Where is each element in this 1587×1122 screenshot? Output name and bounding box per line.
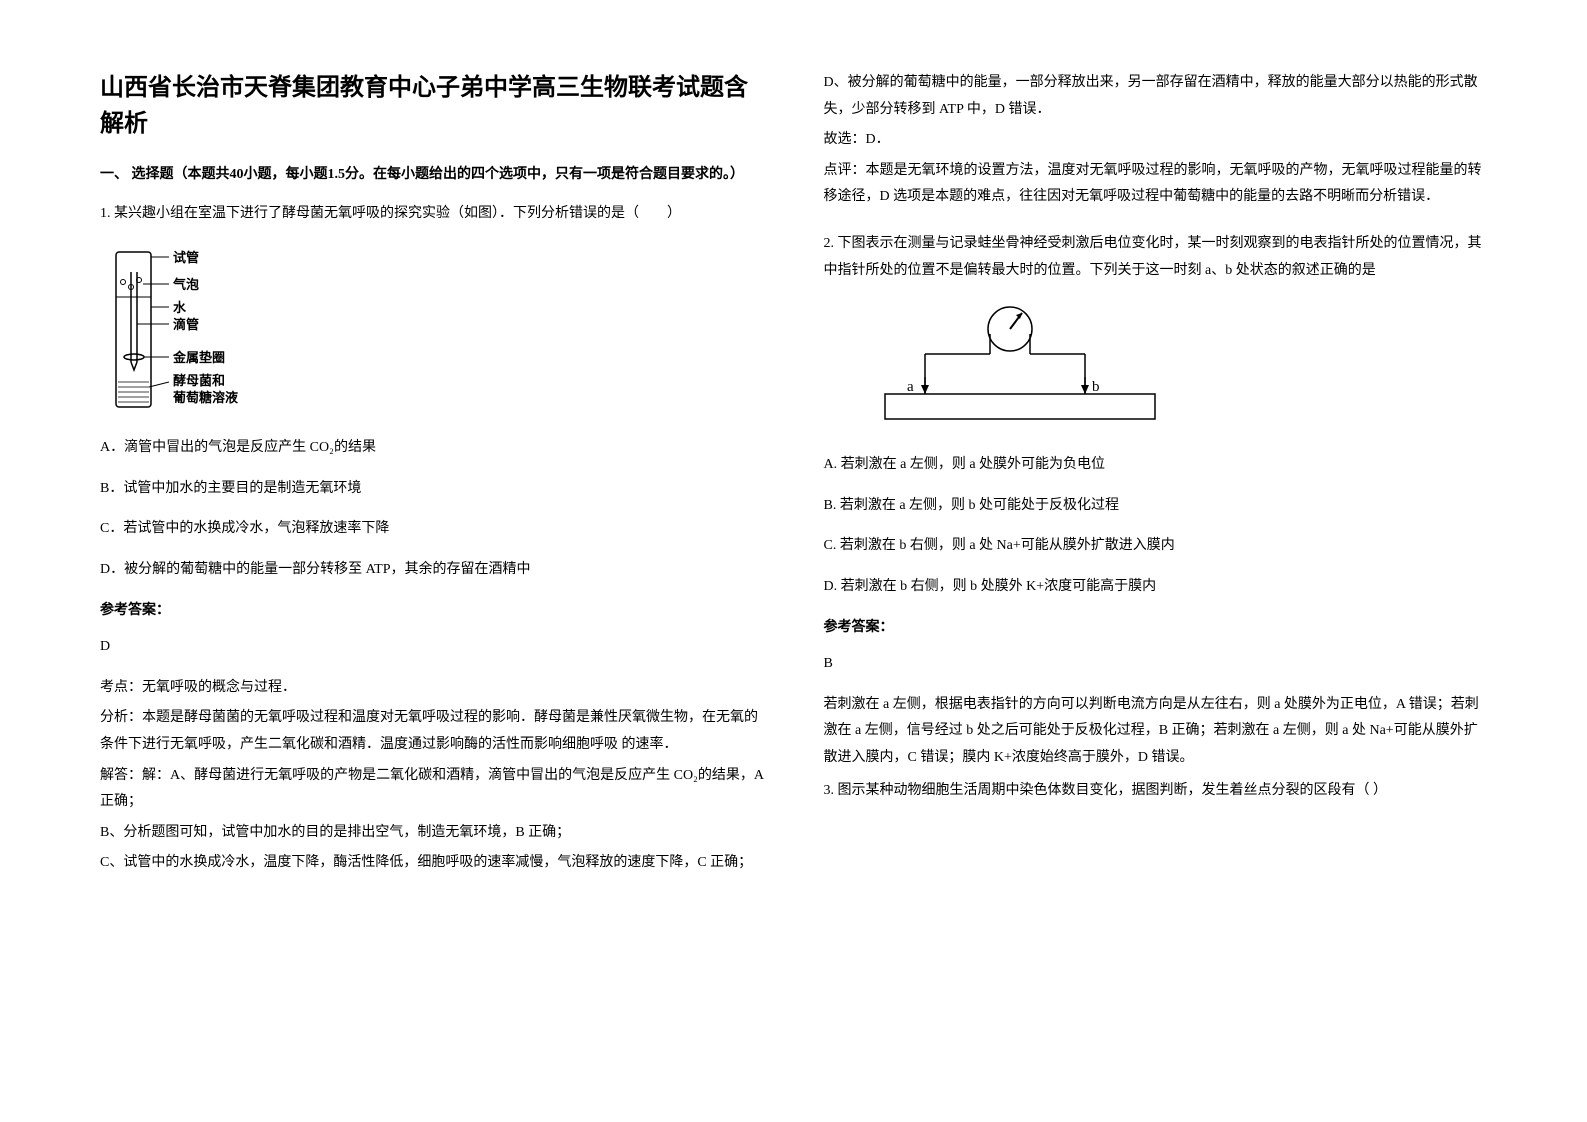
diagram-label-ring: 金属垫圈 bbox=[172, 350, 225, 365]
q1-explain-7: 故选：D． bbox=[824, 127, 1488, 154]
q1-explain-5: C、试管中的水换成冷水，温度下降，酶活性降低，细胞呼吸的速率减慢，气泡释放的速度… bbox=[100, 850, 764, 877]
circuit-label-b: b bbox=[1092, 379, 1100, 395]
q1-option-c: C．若试管中的水换成冷水，气泡释放速率下降 bbox=[100, 516, 764, 543]
q1-explain-6: D、被分解的葡萄糖中的能量，一部分释放出来，另一部存留在酒精中，释放的能量大部分… bbox=[824, 70, 1488, 123]
q1-text: 1. 某兴趣小组在室温下进行了酵母菌无氧呼吸的探究实验（如图）．下列分析错误的是… bbox=[100, 201, 764, 228]
diagram-label-tube: 试管 bbox=[173, 250, 199, 265]
q1-option-b: B．试管中加水的主要目的是制造无氧环境 bbox=[100, 476, 764, 503]
q1-explain-3: 解答：解：A、酵母菌进行无氧呼吸的产物是二氧化碳和酒精，滴管中冒出的气泡是反应产… bbox=[100, 763, 764, 816]
diagram-label-water: 水 bbox=[173, 300, 187, 315]
q2-option-b: B. 若刺激在 a 左侧，则 b 处可能处于反极化过程 bbox=[824, 493, 1488, 520]
q1-option-d: D．被分解的葡萄糖中的能量一部分转移至 ATP，其余的存留在酒精中 bbox=[100, 557, 764, 584]
q2-explain-1: 若刺激在 a 左侧，根据电表指针的方向可以判断电流方向是从左往右，则 a 处膜外… bbox=[824, 692, 1488, 772]
circuit-label-a: a bbox=[907, 379, 914, 395]
q3-text: 3. 图示某种动物细胞生活周期中染色体数目变化，据图判断，发生着丝点分裂的区段有… bbox=[824, 778, 1488, 805]
q1-answer-heading: 参考答案： bbox=[100, 598, 764, 625]
q1-explain-1: 考点：无氧呼吸的概念与过程． bbox=[100, 675, 764, 702]
document-title: 山西省长治市天脊集团教育中心子弟中学高三生物联考试题含解析 bbox=[100, 70, 764, 142]
q1-explain-4: B、分析题图可知，试管中加水的目的是排出空气，制造无氧环境，B 正确； bbox=[100, 820, 764, 847]
diagram-label-yeast1: 酵母菌和 bbox=[173, 373, 225, 388]
diagram-label-bubble: 气泡 bbox=[173, 277, 199, 292]
left-column: 山西省长治市天脊集团教育中心子弟中学高三生物联考试题含解析 一、 选择题（本题共… bbox=[100, 70, 764, 1082]
q1-option-a: A．滴管中冒出的气泡是反应产生 CO₂的结果 bbox=[100, 435, 764, 462]
q1-answer: D bbox=[100, 634, 764, 661]
diagram-label-yeast2: 葡萄糖溶液 bbox=[172, 390, 238, 405]
q1-explain-8: 点评：本题是无氧环境的设置方法，温度对无氧呼吸过程的影响，无氧呼吸的产物，无氧呼… bbox=[824, 158, 1488, 211]
q2-option-a: A. 若刺激在 a 左侧，则 a 处膜外可能为负电位 bbox=[824, 452, 1488, 479]
q2-answer-heading: 参考答案： bbox=[824, 615, 1488, 642]
experiment-diagram: 试管 气泡 水 滴管 金属垫圈 酵母菌和 葡萄糖溶液 bbox=[100, 241, 300, 421]
q2-option-d: D. 若刺激在 b 右侧，则 b 处膜外 K+浓度可能高于膜内 bbox=[824, 574, 1488, 601]
section-heading: 一、 选择题（本题共40小题，每小题1.5分。在每小题给出的四个选项中，只有一项… bbox=[100, 162, 764, 189]
q1-explain-2: 分析：本题是酵母菌菌的无氧呼吸过程和温度对无氧呼吸过程的影响．酵母菌是兼性厌氧微… bbox=[100, 705, 764, 758]
diagram-label-dropper: 滴管 bbox=[173, 317, 199, 332]
q2-text: 2. 下图表示在测量与记录蛙坐骨神经受刺激后电位变化时，某一时刻观察到的电表指针… bbox=[824, 231, 1488, 284]
circuit-diagram: a b bbox=[864, 298, 1184, 438]
q2-option-c: C. 若刺激在 b 右侧，则 a 处 Na+可能从膜外扩散进入膜内 bbox=[824, 533, 1488, 560]
right-column: D、被分解的葡萄糖中的能量，一部分释放出来，另一部存留在酒精中，释放的能量大部分… bbox=[824, 70, 1488, 1082]
q2-answer: B bbox=[824, 651, 1488, 678]
